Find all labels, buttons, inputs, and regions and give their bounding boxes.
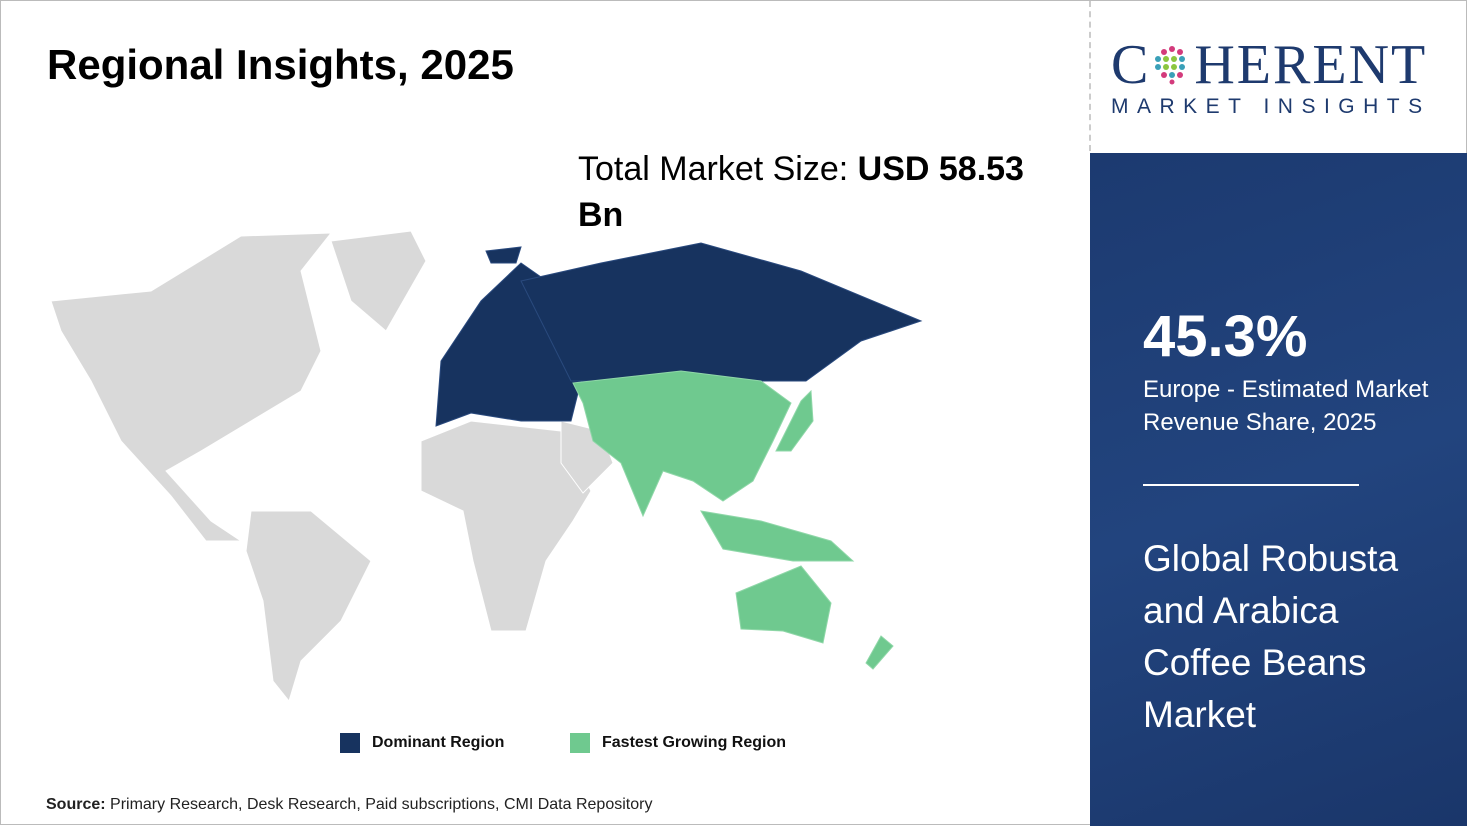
region-north-america — [50, 232, 333, 542]
market-name: Global Robusta and Arabica Coffee Beans … — [1143, 538, 1399, 735]
source-note: Source: Primary Research, Desk Research,… — [46, 796, 652, 814]
region-southeast-asia-islands — [700, 510, 855, 562]
share-description: Europe - Estimated Market Revenue Share,… — [1143, 376, 1429, 436]
region-new-zealand — [865, 635, 894, 670]
logo-text-c: C — [1111, 34, 1151, 96]
total-market-value: USD 58.53 Bn — [578, 150, 1024, 234]
logo-subtitle: MARKET INSIGHTS — [1111, 95, 1431, 118]
region-iceland — [485, 246, 522, 264]
world-map — [50, 230, 923, 703]
region-australia — [735, 565, 832, 644]
legend-label-dominant: Dominant Region — [372, 734, 505, 751]
region-greenland — [330, 230, 427, 332]
legend-fastest: Fastest Growing Region — [570, 733, 786, 753]
region-russia — [520, 242, 923, 382]
legend-swatch-dominant — [340, 733, 360, 753]
legend-label-fastest: Fastest Growing Region — [602, 734, 787, 751]
region-japan — [775, 389, 814, 452]
region-africa — [420, 420, 592, 632]
logo-globe-icon — [1155, 46, 1186, 85]
divider — [1089, 1, 1091, 151]
panel-divider — [1143, 484, 1359, 486]
page-title: Regional Insights, 2025 — [47, 41, 514, 88]
source-text: Primary Research, Desk Research, Paid su… — [105, 796, 653, 813]
total-market-size: Total Market Size: USD 58.53 Bn — [578, 146, 1048, 238]
source-label: Source: — [46, 796, 106, 813]
region-asia — [572, 370, 792, 518]
region-south-america — [245, 510, 372, 703]
legend-dominant: Dominant Region — [340, 733, 504, 753]
legend-swatch-fastest — [570, 733, 590, 753]
share-percent: 45.3% — [1143, 304, 1308, 369]
company-logo: C HERENT MARKET INSIGHTS — [1111, 37, 1451, 119]
logo-text-herent: HERENT — [1194, 34, 1428, 96]
total-market-label: Total Market Size: — [578, 150, 858, 188]
insight-panel: 45.3% Europe - Estimated Market Revenue … — [1090, 153, 1467, 826]
